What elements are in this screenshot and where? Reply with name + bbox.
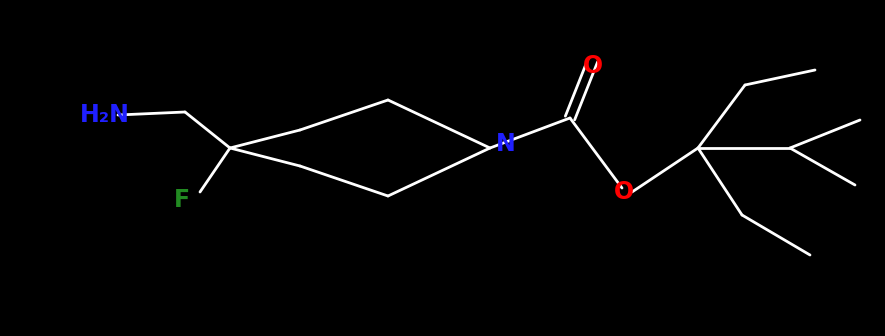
Text: H₂N: H₂N: [80, 103, 130, 127]
Text: F: F: [174, 188, 190, 212]
Text: O: O: [614, 180, 634, 204]
Text: N: N: [496, 132, 516, 156]
Text: O: O: [583, 54, 603, 78]
